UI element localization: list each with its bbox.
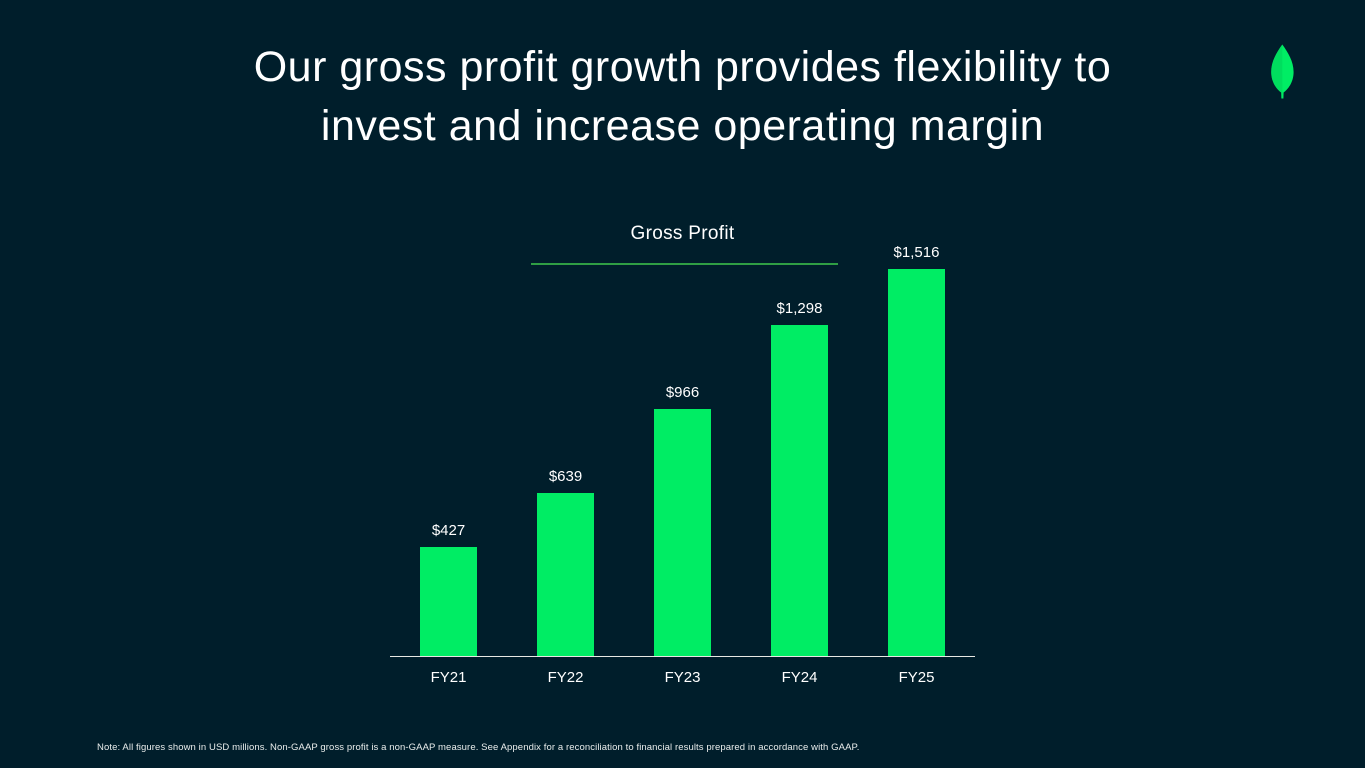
x-axis-label-fy25: FY25	[898, 669, 935, 686]
bar-column-fy25: $1,516	[858, 244, 975, 656]
footnote: Note: All figures shown in USD millions.…	[97, 742, 860, 753]
bar-value-label: $427	[431, 522, 466, 539]
bar-column-fy23: $966	[624, 384, 741, 656]
x-axis-label-fy24: FY24	[781, 669, 818, 686]
chart-title: Gross Profit	[630, 223, 735, 244]
bar-fy21	[420, 547, 477, 656]
bar-column-fy24: $1,298	[741, 300, 858, 656]
bar-value-label: $639	[548, 468, 583, 485]
x-axis-labels: FY21 FY22 FY23 FY24 FY25	[390, 669, 975, 686]
bar-fy23	[654, 409, 711, 656]
x-axis-label-fy21: FY21	[430, 669, 467, 686]
slide-title: Our gross profit growth provides flexibi…	[0, 38, 1365, 156]
bar-fy24	[771, 325, 828, 656]
x-axis-label-fy22: FY22	[547, 669, 584, 686]
bar-fy25	[888, 269, 945, 656]
bar-value-label: $1,516	[893, 244, 940, 261]
slide-title-line2: invest and increase operating margin	[320, 102, 1045, 150]
x-axis-label-fy23: FY23	[664, 669, 701, 686]
bar-column-fy21: $427	[390, 522, 507, 656]
bar-value-label: $966	[665, 384, 700, 401]
bar-fy22	[537, 493, 594, 656]
slide-title-line1: Our gross profit growth provides flexibi…	[253, 43, 1112, 91]
chart-title-underline	[531, 263, 838, 265]
bar-column-fy22: $639	[507, 468, 624, 656]
mongodb-leaf-icon	[1268, 44, 1298, 104]
bar-value-label: $1,298	[776, 300, 823, 317]
gross-profit-bar-chart: $427 $639 $966 $1,298 $1,516	[390, 244, 975, 657]
